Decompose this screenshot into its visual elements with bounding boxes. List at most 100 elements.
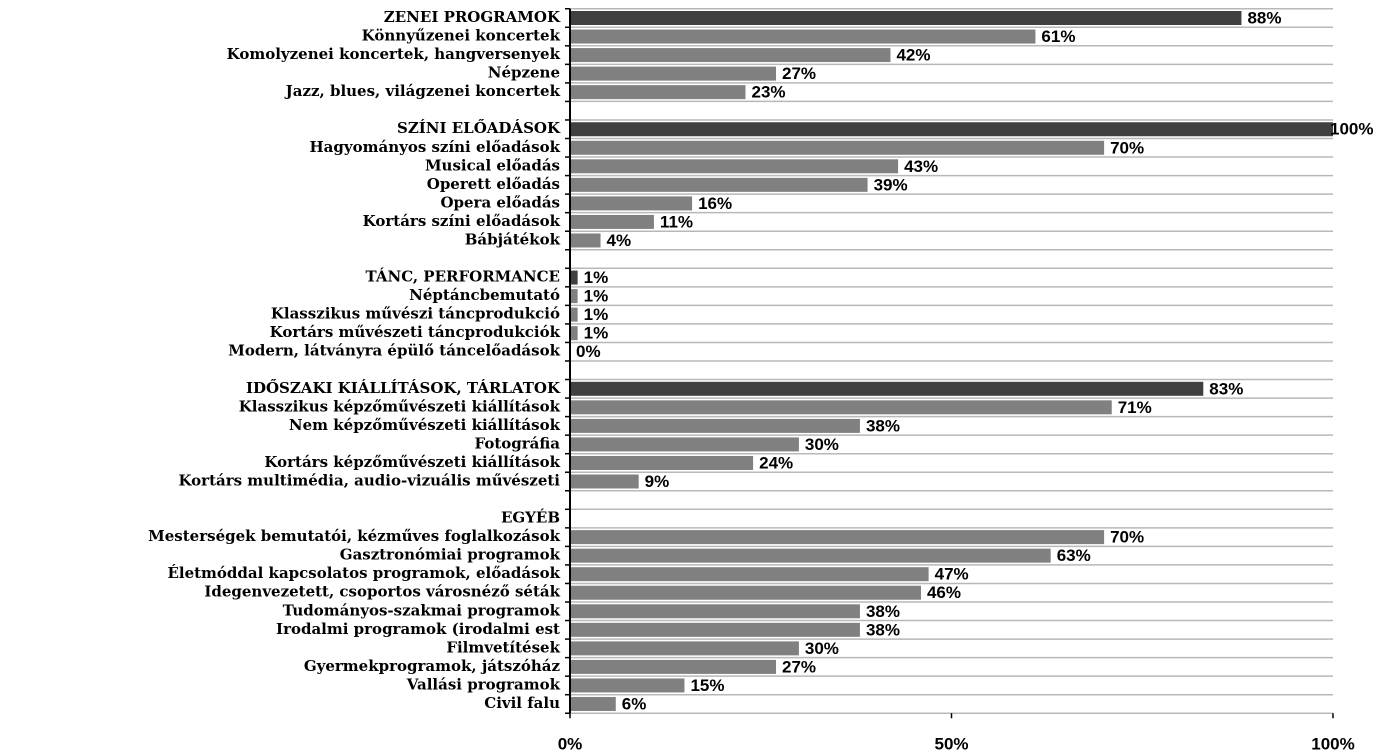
bar — [570, 400, 1112, 415]
bar — [570, 159, 899, 174]
value-label: 1% — [584, 287, 609, 306]
value-label: 9% — [645, 472, 670, 491]
category-label: Kortárs színi előadások — [363, 212, 561, 230]
category-label: Klasszikus képzőművészeti kiállítások — [239, 397, 561, 415]
value-label: 1% — [584, 324, 609, 343]
value-label: 1% — [584, 268, 609, 287]
bar — [570, 678, 685, 693]
category-label: Gyermekprogramok, játszóház — [304, 657, 561, 675]
value-label: 30% — [805, 639, 839, 658]
bar — [570, 604, 860, 619]
category-label: Fotográfia — [474, 434, 560, 452]
x-tick-label: 50% — [934, 734, 968, 753]
bar — [570, 11, 1242, 25]
bar — [570, 418, 860, 433]
value-label: 42% — [896, 46, 930, 65]
bar — [570, 659, 777, 674]
category-label: Gasztronómiai programok — [340, 546, 561, 564]
value-label: 23% — [751, 83, 785, 102]
category-label: Idegenvezetett, csoportos városnéző sétá… — [204, 583, 560, 601]
bar — [570, 548, 1051, 563]
bar — [570, 622, 860, 637]
bar — [570, 641, 799, 656]
bar — [570, 48, 891, 63]
bar — [570, 196, 693, 211]
value-label: 27% — [782, 64, 816, 83]
value-label: 39% — [874, 175, 908, 194]
category-label: Mesterségek bemutatói, kézműves foglalko… — [148, 527, 560, 545]
value-label: 46% — [927, 583, 961, 602]
category-label: Modern, látványra épülő táncelőadások — [228, 342, 560, 360]
value-label: 47% — [935, 565, 969, 584]
value-label: 83% — [1209, 379, 1243, 398]
bar — [570, 85, 746, 100]
category-label: Nem képzőművészeti kiállítások — [289, 416, 561, 434]
category-label: Civil falu — [484, 694, 560, 712]
category-label: TÁNC, PERFORMANCE — [366, 268, 561, 286]
category-label: Tudományos-szakmai programok — [283, 601, 561, 619]
category-label: Életmóddal kapcsolatos programok, előadá… — [167, 564, 560, 582]
bar — [570, 29, 1036, 44]
value-label: 27% — [782, 657, 816, 676]
value-label: 15% — [690, 676, 724, 695]
bar — [570, 214, 654, 229]
bar — [570, 289, 578, 304]
bar — [570, 455, 754, 470]
value-label: 30% — [805, 435, 839, 454]
value-label: 0% — [576, 342, 601, 361]
value-label: 38% — [866, 602, 900, 621]
value-label: 63% — [1057, 546, 1091, 565]
value-label: 70% — [1110, 138, 1144, 157]
bar — [570, 270, 578, 285]
bar — [570, 530, 1105, 545]
value-label: 11% — [660, 212, 693, 231]
bar — [570, 122, 1333, 137]
category-label: Néptáncbemutató — [409, 286, 560, 304]
category-label: Hagyományos színi előadások — [310, 138, 561, 156]
bar — [570, 140, 1105, 155]
bar — [570, 326, 578, 341]
value-label: 1% — [584, 305, 609, 324]
category-label: Bábjátékok — [465, 230, 561, 248]
category-label: Opera előadás — [440, 193, 560, 211]
bar — [570, 307, 578, 322]
x-tick-label: 0% — [558, 734, 583, 753]
value-label: 38% — [866, 620, 900, 639]
value-label: 43% — [904, 157, 938, 176]
bar — [570, 177, 868, 192]
category-label: Komolyzenei koncertek, hangversenyek — [227, 45, 561, 63]
category-label: Filmvetítések — [446, 638, 560, 656]
bar — [570, 66, 777, 81]
category-label: Vallási programok — [406, 675, 561, 693]
category-label: Musical előadás — [425, 156, 560, 174]
bar — [570, 474, 639, 489]
value-label: 4% — [607, 231, 632, 250]
category-label: Klasszikus művészi táncprodukció — [271, 305, 560, 323]
bar — [570, 437, 799, 452]
value-label: 38% — [866, 416, 900, 435]
category-label: Operett előadás — [427, 175, 560, 193]
bar — [570, 567, 929, 582]
value-label: 70% — [1110, 528, 1144, 547]
value-label: 24% — [759, 453, 793, 472]
category-label: ZENEI PROGRAMOK — [384, 8, 561, 26]
category-label: Kortárs képzőművészeti kiállítások — [264, 453, 560, 471]
category-label: Jazz, blues, világzenei koncertek — [284, 82, 561, 100]
value-label: 6% — [622, 694, 647, 713]
category-label: Kortárs művészeti táncprodukciók — [270, 323, 561, 341]
category-label: Kortárs multimédia, audio-vizuális művés… — [178, 472, 560, 490]
value-label: 16% — [698, 194, 732, 213]
value-label: 71% — [1118, 398, 1152, 417]
category-label: Népzene — [488, 64, 560, 82]
bar — [570, 381, 1204, 396]
category-label: EGYÉB — [501, 509, 560, 527]
value-label: 88% — [1247, 8, 1281, 27]
x-tick-label: 100% — [1311, 734, 1354, 753]
category-label: SZÍNI ELŐADÁSOK — [397, 119, 561, 137]
category-label: IDŐSZAKI KIÁLLÍTÁSOK, TÁRLATOK — [246, 379, 561, 397]
bar — [570, 233, 601, 248]
value-label: 61% — [1041, 27, 1075, 46]
value-label: 100% — [1330, 120, 1373, 139]
category-label: Könnyűzenei koncertek — [362, 27, 561, 45]
bar — [570, 585, 921, 600]
